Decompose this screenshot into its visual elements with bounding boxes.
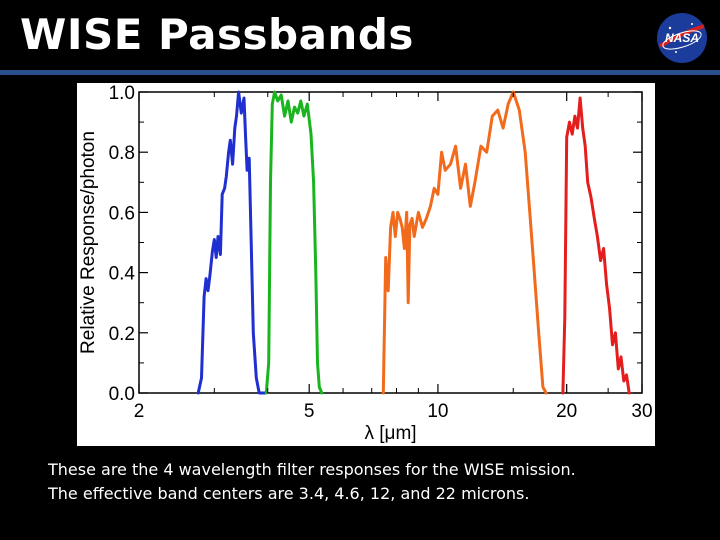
passband-curve-1 xyxy=(196,90,267,395)
x-tick-label: 5 xyxy=(304,401,315,422)
slide-title: WISE Passbands xyxy=(20,10,414,59)
slide-caption: These are the 4 wavelength filter respon… xyxy=(48,458,576,506)
y-tick-label: 1.0 xyxy=(109,83,135,104)
title-rule xyxy=(0,70,720,75)
passband-chart: 2 5 10 20 30 0.0 0.2 0.4 0.6 0.8 1.0 Relative Resp… xyxy=(78,83,653,444)
y-tick-label: 0.2 xyxy=(109,324,135,345)
chart-panel: 2 5 10 20 30 0.0 0.2 0.4 0.6 0.8 1.0 Relative Resp… xyxy=(77,83,655,446)
y-tick-label: 0.6 xyxy=(109,203,135,224)
y-tick-label: 0.8 xyxy=(109,143,135,164)
caption-line-2: The effective band centers are 3.4, 4.6,… xyxy=(48,484,530,503)
passband-curve-4 xyxy=(561,96,631,395)
nasa-logo-star xyxy=(691,23,693,25)
caption-line-1: These are the 4 wavelength filter respon… xyxy=(48,460,576,479)
x-tick-label: 10 xyxy=(427,401,448,422)
x-axis-label: λ [μm] xyxy=(364,423,416,444)
nasa-logo-star xyxy=(668,26,672,30)
x-tick-label: 30 xyxy=(631,401,652,422)
x-tick-label: 2 xyxy=(134,401,145,422)
x-tick-label: 20 xyxy=(556,401,577,422)
y-tick-label: 0.0 xyxy=(109,384,135,405)
nasa-logo-disc xyxy=(657,13,707,63)
passband-curve-3 xyxy=(381,90,548,395)
nasa-logo-star xyxy=(675,51,677,53)
y-axis-label: Relative Response/photon xyxy=(78,131,99,354)
nasa-logo-orbit xyxy=(662,30,702,50)
y-tick-label: 0.4 xyxy=(109,264,136,285)
passband-curve-2 xyxy=(264,90,324,395)
nasa-logo: NASA xyxy=(657,13,707,63)
nasa-logo-text: NASA xyxy=(665,31,699,45)
